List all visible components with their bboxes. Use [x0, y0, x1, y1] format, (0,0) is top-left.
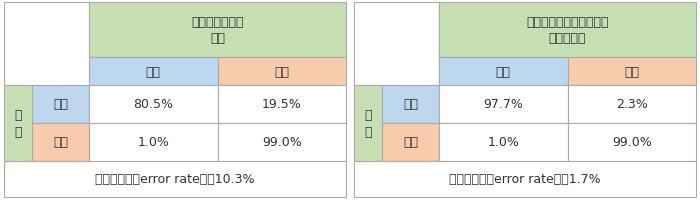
Text: 80.5%: 80.5% [133, 98, 174, 111]
Text: 99.0%: 99.0% [612, 136, 652, 149]
Bar [439, 123, 568, 161]
Text: 合成: 合成 [403, 136, 418, 149]
Bar [89, 58, 218, 86]
Bar [439, 86, 568, 123]
Text: 天然: 天然 [146, 65, 161, 78]
Text: 合成: 合成 [53, 136, 68, 149]
Text: 天然: 天然 [53, 98, 68, 111]
Bar [89, 123, 218, 161]
Bar [89, 86, 218, 123]
Text: 誤判別率　（error rate）＝1.7%: 誤判別率 （error rate）＝1.7% [449, 173, 601, 186]
Text: 99.0%: 99.0% [262, 136, 302, 149]
Text: 真
値: 真 値 [14, 108, 22, 138]
Text: 97.7%: 97.7% [483, 98, 523, 111]
Bar [32, 123, 89, 161]
Bar [354, 3, 439, 86]
Bar [218, 123, 346, 161]
Text: 天然: 天然 [496, 65, 511, 78]
Bar [4, 3, 89, 86]
Bar [382, 86, 439, 123]
Bar [354, 161, 696, 197]
Bar [568, 58, 696, 86]
Text: 天然: 天然 [403, 98, 418, 111]
Bar [4, 161, 346, 197]
Bar [568, 123, 696, 161]
Text: 19.5%: 19.5% [262, 98, 302, 111]
Bar [439, 3, 696, 58]
Text: 判別分析による
結果: 判別分析による 結果 [191, 15, 244, 45]
Text: 1.0%: 1.0% [487, 136, 519, 149]
Bar [354, 86, 382, 161]
Text: 合成: 合成 [624, 65, 639, 78]
Text: 2.3%: 2.3% [616, 98, 648, 111]
Bar [568, 86, 696, 123]
Bar [218, 58, 346, 86]
Text: 誤判別率　（error rate）＝10.3%: 誤判別率 （error rate）＝10.3% [95, 173, 255, 186]
Text: 合成: 合成 [274, 65, 289, 78]
Bar [382, 123, 439, 161]
Bar [89, 3, 346, 58]
Bar [4, 86, 32, 161]
Text: 1.0%: 1.0% [137, 136, 169, 149]
Bar [218, 86, 346, 123]
Bar [32, 86, 89, 123]
Bar [439, 58, 568, 86]
Text: 真
値: 真 値 [364, 108, 372, 138]
Text: ロジスティック回帰分析
による結果: ロジスティック回帰分析 による結果 [526, 15, 609, 45]
